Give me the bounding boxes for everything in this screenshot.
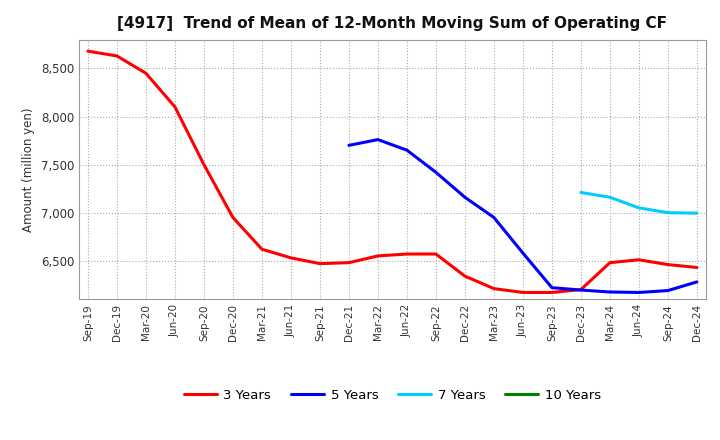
7 Years [664, 210, 672, 215]
3 Years [402, 251, 411, 257]
Line: 5 Years: 5 Years [349, 139, 697, 293]
3 Years [258, 246, 266, 252]
7 Years [577, 190, 585, 195]
Title: [4917]  Trend of Mean of 12-Month Moving Sum of Operating CF: [4917] Trend of Mean of 12-Month Moving … [117, 16, 667, 32]
7 Years [606, 194, 614, 200]
Line: 7 Years: 7 Years [581, 192, 697, 213]
Y-axis label: Amount (million yen): Amount (million yen) [22, 107, 35, 231]
3 Years [171, 104, 179, 110]
3 Years [315, 261, 324, 266]
3 Years [112, 53, 121, 59]
5 Years [548, 285, 557, 290]
Line: 3 Years: 3 Years [88, 51, 697, 293]
5 Years [490, 215, 498, 220]
3 Years [577, 287, 585, 292]
5 Years [431, 170, 440, 175]
5 Years [518, 250, 527, 256]
3 Years [518, 290, 527, 295]
7 Years [634, 205, 643, 210]
7 Years [693, 210, 701, 216]
5 Years [577, 287, 585, 293]
5 Years [606, 290, 614, 295]
3 Years [664, 262, 672, 267]
5 Years [634, 290, 643, 295]
5 Years [461, 194, 469, 200]
3 Years [287, 255, 295, 260]
5 Years [374, 137, 382, 142]
Legend: 3 Years, 5 Years, 7 Years, 10 Years: 3 Years, 5 Years, 7 Years, 10 Years [179, 384, 606, 407]
3 Years [431, 251, 440, 257]
3 Years [693, 265, 701, 270]
3 Years [634, 257, 643, 262]
3 Years [490, 286, 498, 291]
3 Years [199, 162, 208, 167]
5 Years [402, 147, 411, 153]
3 Years [606, 260, 614, 265]
5 Years [693, 279, 701, 285]
3 Years [345, 260, 354, 265]
3 Years [142, 70, 150, 76]
5 Years [345, 143, 354, 148]
3 Years [228, 215, 237, 220]
3 Years [374, 253, 382, 259]
3 Years [461, 274, 469, 279]
3 Years [548, 290, 557, 295]
5 Years [664, 288, 672, 293]
3 Years [84, 48, 92, 54]
